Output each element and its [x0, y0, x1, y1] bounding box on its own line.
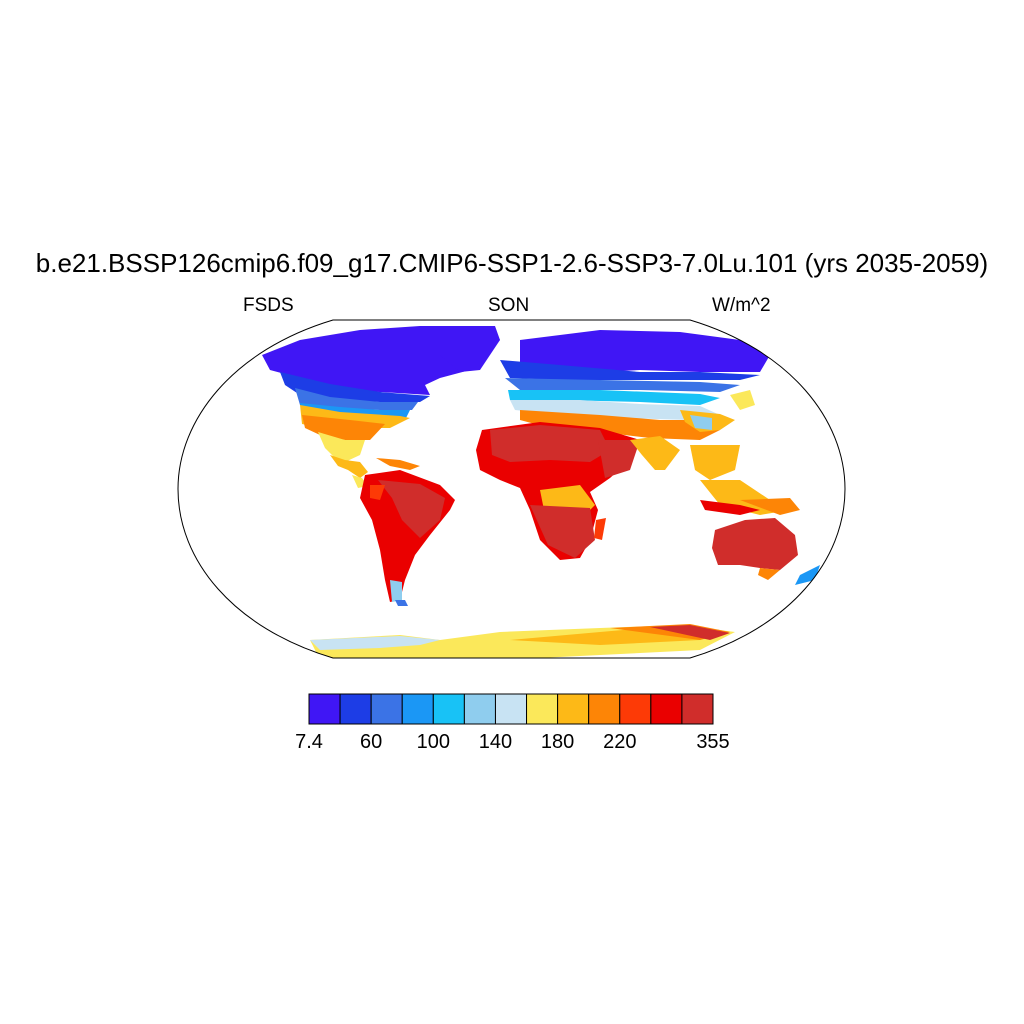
plot-title: b.e21.BSSP126cmip6.f09_g17.CMIP6-SSP1-2.… [35, 248, 989, 278]
continents [262, 326, 820, 658]
colorbar-swatch [650, 693, 683, 725]
colorbar-swatch [557, 693, 590, 725]
colorbar-swatch [463, 693, 496, 725]
greenland [430, 326, 500, 372]
colorbar-swatch [370, 693, 403, 725]
colorbar-swatch [339, 693, 372, 725]
south-asia [630, 436, 800, 515]
colorbar-swatch [308, 693, 341, 725]
colorbar-tick-label: 60 [360, 731, 383, 753]
colorbar-tick-label: 180 [540, 731, 575, 753]
australia [712, 518, 798, 580]
season-label: SON [488, 295, 530, 316]
map-frame [177, 319, 846, 659]
south-america [360, 470, 455, 606]
eurasia [500, 330, 770, 440]
africa [476, 422, 640, 560]
antarctica [310, 624, 735, 658]
colorbar-swatch [588, 693, 621, 725]
colorbar-swatch [494, 693, 528, 725]
units-label: W/m^2 [712, 295, 771, 316]
colorbar-swatch [432, 693, 465, 725]
colorbar-swatch [681, 693, 714, 725]
colorbar-tick-label: 100 [416, 731, 450, 753]
colorbar-swatch [401, 693, 434, 725]
colorbar-tick-label: 355 [696, 731, 730, 753]
variable-name: FSDS [243, 295, 294, 316]
colorbar-tick-label: 7.4 [295, 731, 323, 753]
colorbar-swatch [526, 693, 559, 725]
colorbar [308, 693, 714, 725]
colorbar-tick-label: 220 [603, 731, 637, 753]
colorbar-tick-label: 140 [478, 731, 513, 753]
colorbar-swatch [619, 693, 652, 725]
